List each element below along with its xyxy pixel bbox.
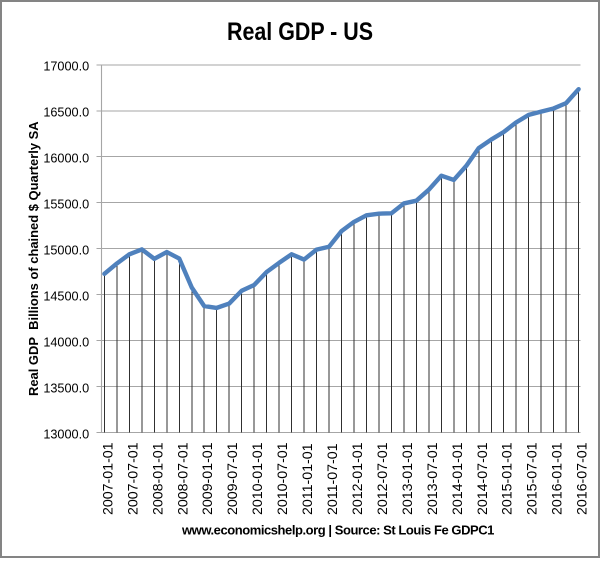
svg-text:2009-01-01: 2009-01-01	[200, 442, 216, 515]
svg-text:2011-07-01: 2011-07-01	[325, 443, 341, 515]
svg-text:Real GDP Billions of chained: Real GDP Billions of chained $ Quarterly…	[26, 121, 41, 396]
svg-text:2010-07-01: 2010-07-01	[275, 442, 291, 515]
svg-text:2015-07-01: 2015-07-01	[525, 442, 541, 515]
svg-text:2015-01-01: 2015-01-01	[500, 442, 516, 515]
svg-text:2016-07-01: 2016-07-01	[575, 442, 591, 515]
svg-text:2007-07-01: 2007-07-01	[125, 442, 141, 515]
svg-text:2013-01-01: 2013-01-01	[400, 442, 416, 515]
svg-text:2008-01-01: 2008-01-01	[150, 442, 166, 515]
svg-text:2014-01-01: 2014-01-01	[450, 442, 466, 515]
svg-text:2014-07-01: 2014-07-01	[475, 442, 491, 515]
svg-text:2011-01-01: 2011-01-01	[300, 443, 316, 515]
svg-text:Real GDP - US: Real GDP - US	[227, 19, 373, 46]
svg-text:2010-01-01: 2010-01-01	[250, 442, 266, 515]
svg-text:14500.0: 14500.0	[43, 289, 89, 303]
svg-text:2013-07-01: 2013-07-01	[425, 442, 441, 515]
svg-text:2009-07-01: 2009-07-01	[225, 442, 241, 515]
svg-text:17000.0: 17000.0	[43, 60, 89, 74]
svg-text:13500.0: 13500.0	[43, 381, 89, 395]
svg-text:13000.0: 13000.0	[43, 427, 89, 441]
svg-text:2016-01-01: 2016-01-01	[550, 442, 566, 515]
svg-text:2012-01-01: 2012-01-01	[350, 442, 366, 515]
svg-text:16000.0: 16000.0	[43, 152, 89, 166]
svg-text:www.economicshelp.org | Source: www.economicshelp.org | Source: St Louis…	[181, 523, 494, 538]
svg-text:2012-07-01: 2012-07-01	[375, 442, 391, 515]
svg-text:2007-01-01: 2007-01-01	[100, 442, 116, 515]
svg-text:14000.0: 14000.0	[43, 335, 89, 349]
svg-text:15000.0: 15000.0	[43, 243, 89, 257]
svg-text:2008-07-01: 2008-07-01	[175, 442, 191, 515]
svg-text:16500.0: 16500.0	[43, 106, 89, 120]
svg-text:15500.0: 15500.0	[43, 197, 89, 211]
